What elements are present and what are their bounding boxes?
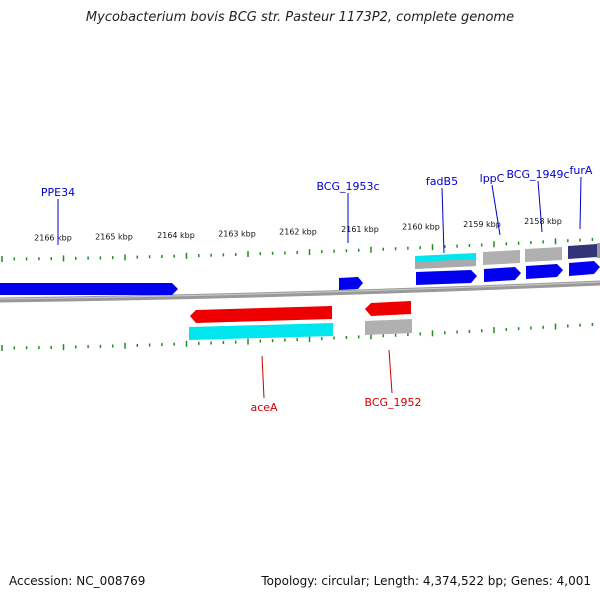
scale-label: 2160 kbp <box>402 223 440 232</box>
gene-label-bcg-1953c[interactable]: BCG_1953c <box>316 180 379 193</box>
forward-gene-track <box>415 243 600 269</box>
upper-scale-ticks <box>1 237 594 262</box>
gene-fura[interactable] <box>568 244 597 259</box>
gene-acea[interactable] <box>189 323 333 340</box>
gene-label-bcg-1952[interactable]: BCG_1952 <box>364 396 421 409</box>
gene-label-fadb5[interactable]: fadB5 <box>426 175 458 188</box>
forward-cds-track <box>0 261 600 295</box>
cds-bcg-1953c[interactable] <box>339 277 363 290</box>
gene-label-lppc[interactable]: lppC <box>480 172 505 185</box>
reverse-gene-track <box>189 319 412 340</box>
gene-label-ppe34[interactable]: PPE34 <box>41 186 75 199</box>
label-line-fura <box>579 176 582 230</box>
label-line-bcg-1952 <box>388 349 393 394</box>
genome-backbone-highlight <box>0 281 600 300</box>
label-line-bcg-1949c <box>537 180 543 233</box>
cds-fura[interactable] <box>569 261 600 276</box>
genome-summary: Topology: circular; Length: 4,374,522 bp… <box>261 574 591 588</box>
gene-label-acea[interactable]: aceA <box>250 401 278 414</box>
gene-lppc[interactable] <box>483 250 520 265</box>
scale-label: 2159 kbp <box>463 220 501 229</box>
genome-backbone <box>0 280 600 303</box>
cds-bcg-1949c[interactable] <box>526 264 563 279</box>
gene-bcg-1952[interactable] <box>365 319 412 335</box>
scale-labels: 2166 kbp 2165 kbp 2164 kbp 2163 kbp 2162 kbp… <box>34 217 562 243</box>
label-line-acea <box>261 355 265 399</box>
reverse-gene-labels: aceA BCG_1952 <box>250 349 422 414</box>
gene-label-fura[interactable]: furA <box>570 164 593 177</box>
accession-label: Accession: NC_008769 <box>9 574 146 588</box>
lower-scale-ticks <box>1 323 594 351</box>
scale-label: 2165 kbp <box>95 233 133 242</box>
gene-bcg-1949c[interactable] <box>525 247 562 262</box>
cds-bcg-1952[interactable] <box>365 301 411 316</box>
reverse-cds-track <box>190 301 411 323</box>
scale-label: 2163 kbp <box>218 230 256 239</box>
gene-fadb5-shade <box>415 259 476 269</box>
cds-ppe34[interactable] <box>0 283 178 295</box>
forward-gene-labels: PPE34 BCG_1953c fadB5 lppC BCG_1949c fur… <box>41 164 593 254</box>
cds-lppc[interactable] <box>484 267 521 282</box>
label-line-fadb5 <box>441 187 445 254</box>
cds-acea[interactable] <box>190 306 332 323</box>
genome-title: Mycobacterium bovis BCG str. Pasteur 117… <box>85 10 515 25</box>
gene-label-bcg-1949c[interactable]: BCG_1949c <box>506 168 569 181</box>
gene-fura-edge <box>597 243 600 258</box>
scale-label: 2158 kbp <box>524 217 562 226</box>
scale-label: 2161 kbp <box>341 225 379 234</box>
scale-label: 2164 kbp <box>157 231 195 240</box>
scale-label: 2166 kbp <box>34 234 72 243</box>
cds-fadb5[interactable] <box>416 270 477 285</box>
scale-label: 2162 kbp <box>279 228 317 237</box>
label-line-lppc <box>491 184 501 236</box>
